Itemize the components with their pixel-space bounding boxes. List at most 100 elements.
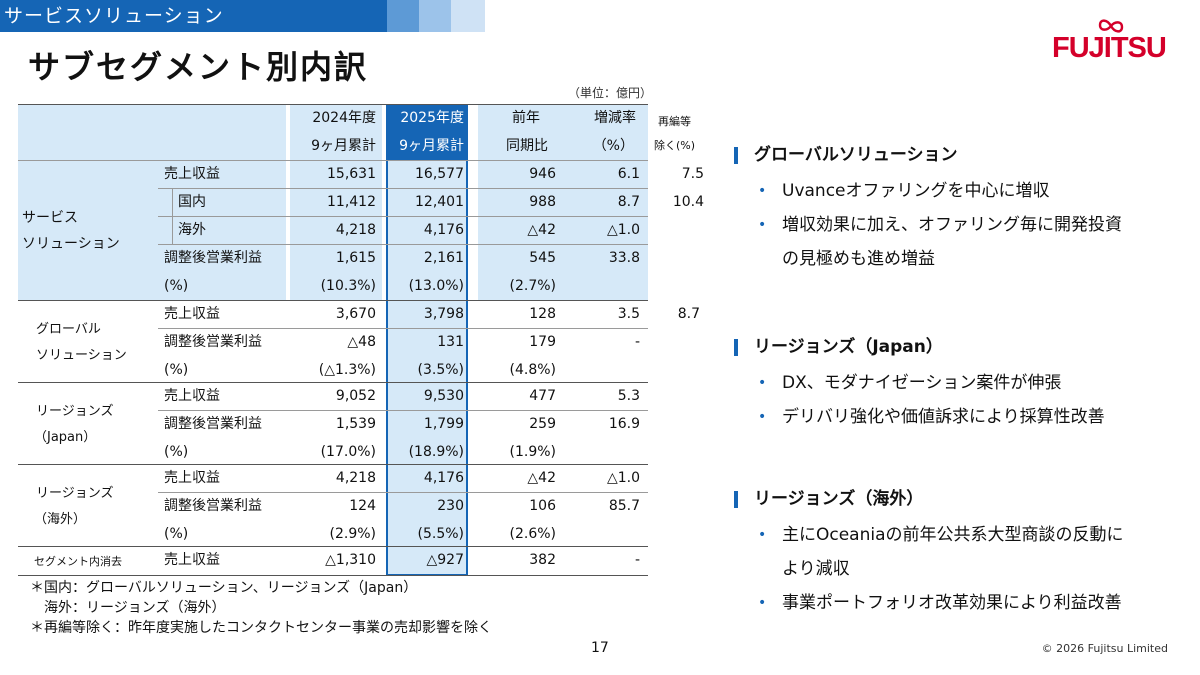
row-label: 売上収益 (164, 166, 220, 182)
row-label: 海外 (178, 222, 206, 238)
cell-rate: 3.5 (617, 306, 640, 322)
cell-rate: 85.7 (608, 498, 640, 514)
row-label: (%) (164, 444, 189, 460)
cell-yoy: △42 (527, 470, 556, 486)
cell-2024: 1,539 (335, 416, 376, 432)
cell-2024: △1,310 (325, 552, 376, 568)
header-excl-line2: 除く(%) (654, 139, 696, 152)
row-label: 調整後営業利益 (164, 416, 262, 432)
cell-yoy: (2.7%) (509, 278, 557, 294)
cell-2025: 16,577 (415, 166, 464, 182)
header-yoy-line2: 同期比 (506, 138, 548, 154)
cell-yoy: 106 (529, 498, 556, 514)
fujitsu-logo: FUJITSU (1052, 18, 1167, 70)
cell-2024: (17.0%) (320, 444, 376, 460)
cell-rate: - (634, 552, 640, 568)
header-rate-line2: （%） (592, 138, 634, 154)
bullet-text: より減収 (782, 559, 850, 579)
section-overseas: リージョンズ（海外） • 主にOceaniaの前年公共系大型商談の反動に より減… (734, 486, 1184, 620)
header-excl-line1: 再編等 (658, 115, 691, 128)
bullet-item: • デリバリ強化や価値訴求により採算性改善 (734, 400, 1184, 434)
group-overseas-line2: （海外） (34, 512, 87, 527)
cell-2025: 131 (437, 334, 464, 350)
cell-rate: 5.3 (617, 388, 640, 404)
bullet-text: 増収効果に加え、オファリング毎に開発投資 (782, 215, 1122, 235)
row-label: 売上収益 (164, 552, 220, 568)
cell-2024: (△1.3%) (318, 362, 376, 378)
bullet-dot-icon: • (758, 527, 767, 543)
cell-excl: 10.4 (672, 194, 704, 210)
row-label: 調整後営業利益 (164, 498, 262, 514)
page-number: 17 (591, 640, 609, 656)
cell-2025: 3,798 (423, 306, 464, 322)
group-service-line1: サービス (22, 210, 78, 226)
bullet-item: • DX、モダナイゼーション案件が伸張 (734, 366, 1184, 400)
cell-2024: 4,218 (335, 222, 376, 238)
cell-2025: 4,176 (423, 470, 464, 486)
bullet-text: 主にOceaniaの前年公共系大型商談の反動に (782, 525, 1124, 545)
group-japan-line1: リージョンズ (36, 404, 114, 419)
cell-2024: △48 (347, 334, 376, 350)
header-2025-line1: 2025年度 (400, 110, 464, 126)
bullet-item: • 主にOceaniaの前年公共系大型商談の反動に より減収 (734, 518, 1184, 586)
row-label: (%) (164, 362, 189, 378)
cell-yoy: 179 (529, 334, 556, 350)
bullet-text: Uvanceオファリングを中心に増収 (782, 181, 1050, 201)
cell-2025: 9,530 (423, 388, 464, 404)
cell-2025: 12,401 (415, 194, 464, 210)
header-2024-line2: 9ヶ月累計 (311, 138, 376, 154)
cell-rate: - (634, 334, 640, 350)
cell-rate: 16.9 (608, 416, 640, 432)
cell-yoy: 477 (529, 388, 556, 404)
infinity-mark-icon (1098, 19, 1124, 33)
cell-2024: 9,052 (335, 388, 376, 404)
row-label: (%) (164, 278, 189, 294)
bullet-text: DX、モダナイゼーション案件が伸張 (782, 373, 1062, 393)
cell-2025: (3.5%) (417, 362, 465, 378)
header-2024-line1: 2024年度 (312, 110, 376, 126)
section-band: サービスソリューション (0, 0, 387, 32)
cell-2024: 1,615 (335, 250, 376, 266)
cell-yoy: (2.6%) (509, 526, 557, 542)
footnote-line: ＊再編等除く：昨年度実施したコンタクトセンター事業の売却影響を除く (30, 620, 492, 636)
cell-2024: 124 (349, 498, 376, 514)
bullet-dot-icon: • (758, 217, 767, 233)
row-label: 国内 (178, 194, 206, 210)
section-heading: グローバルソリューション (734, 142, 1184, 168)
cell-rate: 8.7 (617, 194, 640, 210)
cell-rate: 6.1 (617, 166, 640, 182)
header-rate-line1: 増減率 (594, 110, 636, 126)
cell-2024: (2.9%) (329, 526, 377, 542)
group-service-line2: ソリューション (22, 236, 120, 252)
logo-text: FUJITSU (1052, 32, 1167, 64)
row-label: 売上収益 (164, 306, 220, 322)
cell-excl: 7.5 (681, 166, 704, 182)
cell-rate: △1.0 (606, 470, 640, 486)
bullet-dot-icon: • (758, 595, 767, 611)
cell-2025: (18.9%) (408, 444, 464, 460)
section-heading: リージョンズ（Japan） (734, 334, 1184, 360)
footnote-line: ＊国内：グローバルソリューション、リージョンズ（Japan） (30, 580, 418, 596)
header-2025-line2: 9ヶ月累計 (399, 138, 464, 154)
row-label: (%) (164, 526, 189, 542)
bullet-text: 事業ポートフォリオ改革効果により利益改善 (782, 593, 1122, 613)
header-fill (484, 104, 648, 160)
cell-yoy: 382 (529, 552, 556, 568)
row-label: 調整後営業利益 (164, 250, 262, 266)
group-overseas-line1: リージョンズ (36, 486, 114, 501)
cell-2025: 230 (437, 498, 464, 514)
group-japan-line2: （Japan） (34, 430, 97, 445)
cell-rate: 33.8 (608, 250, 640, 266)
cell-2025: 2,161 (423, 250, 464, 266)
bullet-text: デリバリ強化や価値訴求により採算性改善 (782, 407, 1105, 427)
cell-2024: 4,218 (335, 470, 376, 486)
bullet-item: • Uvanceオファリングを中心に増収 (734, 174, 1184, 208)
row-label: 売上収益 (164, 470, 220, 486)
cell-2024: 15,631 (327, 166, 376, 182)
section-global: グローバルソリューション • Uvanceオファリングを中心に増収 • 増収効果… (734, 142, 1184, 276)
bullet-text: の見極めも進め増益 (782, 249, 935, 269)
group-global-line2: ソリューション (36, 348, 127, 363)
copyright: © 2026 Fujitsu Limited (1041, 642, 1168, 655)
fy2025-header (386, 104, 468, 160)
group-global-line1: グローバル (36, 322, 101, 337)
